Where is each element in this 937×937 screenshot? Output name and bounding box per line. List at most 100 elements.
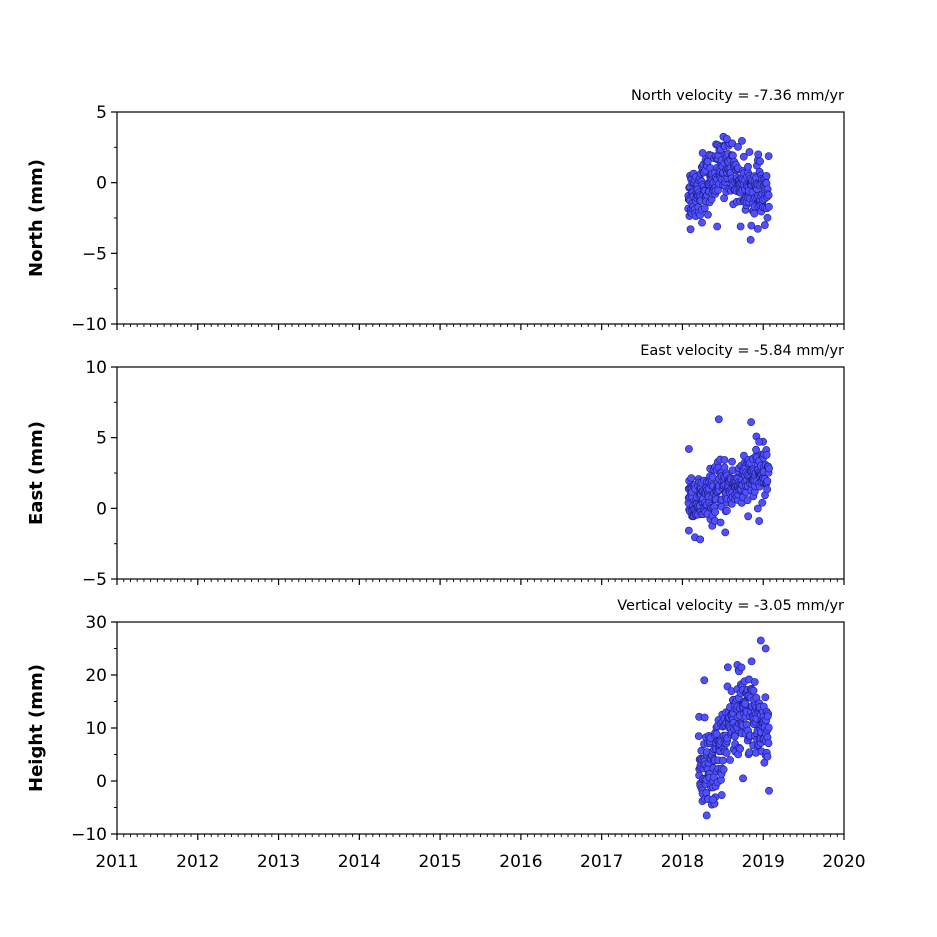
- height-point: [756, 636, 765, 645]
- height-point: [726, 756, 734, 764]
- east-point: [696, 535, 705, 544]
- east-point: [755, 517, 764, 525]
- north-point: [760, 221, 769, 229]
- height-point: [749, 686, 758, 695]
- height-point: [719, 765, 728, 774]
- height-point: [745, 748, 754, 757]
- height-point: [737, 663, 746, 672]
- xtick-label: 2011: [95, 852, 138, 872]
- east-velocity-label: East velocity = -5.84 mm/yr: [640, 343, 844, 359]
- east-point: [762, 450, 771, 459]
- height-point: [763, 712, 772, 721]
- north-point: [738, 136, 746, 145]
- xtick-label: 2019: [742, 852, 785, 872]
- height-point: [763, 752, 772, 761]
- north-point: [745, 148, 754, 156]
- north-ytick-label: 5: [96, 103, 107, 123]
- east-point: [744, 512, 753, 521]
- east-point: [758, 498, 767, 507]
- height-point: [700, 713, 709, 722]
- east-ytick-label: 0: [96, 499, 107, 519]
- height-panel: Vertical velocity = -3.05 mm/yr Height (…: [26, 598, 866, 872]
- north-point: [700, 204, 709, 212]
- north-panel: North velocity = -7.36 mm/yr North (mm) …: [26, 88, 845, 335]
- height-point: [700, 676, 709, 685]
- xtick-label: 2014: [338, 852, 381, 872]
- north-point: [746, 235, 755, 244]
- height-point: [722, 749, 731, 757]
- height-points: [694, 636, 773, 820]
- north-point: [736, 222, 745, 231]
- north-point: [762, 171, 771, 180]
- height-ytick-label: 10: [85, 719, 107, 739]
- east-ticks: 10 5 0 −5: [82, 358, 845, 590]
- height-ytick-label: 0: [96, 772, 107, 792]
- east-points: [684, 415, 773, 544]
- height-ylabel: Height (mm): [26, 664, 47, 792]
- east-point: [684, 526, 693, 535]
- north-ytick-label: −10: [71, 315, 107, 335]
- height-point: [731, 732, 739, 741]
- height-ticks: 30 20 10 0 −10 2011 2012 2013 2014 2015 2016 2017 20…: [71, 613, 866, 872]
- east-point: [720, 456, 729, 464]
- north-ytick-label: −5: [82, 244, 107, 264]
- north-point: [744, 162, 752, 171]
- east-ytick-label: 5: [96, 429, 107, 449]
- north-point: [756, 157, 764, 166]
- east-point: [685, 445, 693, 453]
- north-point: [754, 150, 763, 159]
- height-point: [761, 693, 770, 702]
- height-point: [747, 657, 756, 666]
- east-point: [752, 445, 760, 454]
- height-point: [717, 791, 726, 799]
- height-point: [764, 739, 773, 748]
- north-point: [763, 213, 772, 222]
- east-point: [711, 508, 720, 516]
- north-point: [698, 218, 706, 227]
- east-point: [728, 457, 736, 466]
- north-point: [765, 202, 773, 211]
- north-point: [728, 139, 737, 148]
- east-point: [723, 506, 731, 515]
- east-point: [763, 477, 772, 485]
- height-point: [719, 756, 727, 765]
- east-point: [714, 415, 723, 424]
- east-point: [755, 438, 764, 446]
- north-point: [729, 151, 737, 160]
- height-point: [761, 644, 770, 653]
- north-point: [713, 222, 722, 231]
- xtick-label: 2017: [580, 852, 623, 872]
- north-point: [747, 221, 756, 230]
- height-ytick-label: 20: [85, 666, 107, 686]
- height-point: [760, 758, 769, 767]
- east-point: [763, 485, 772, 494]
- north-point: [734, 142, 742, 151]
- east-point: [743, 496, 752, 505]
- height-ytick-label: −10: [71, 825, 107, 845]
- height-point: [736, 744, 745, 753]
- height-ytick-label: 30: [85, 613, 107, 633]
- north-point: [720, 194, 728, 203]
- east-point: [765, 464, 773, 473]
- xtick-label: 2013: [257, 852, 300, 872]
- east-point: [747, 418, 756, 427]
- east-plot-frame: [116, 366, 845, 580]
- north-velocity-label: North velocity = -7.36 mm/yr: [631, 88, 844, 104]
- height-point: [702, 811, 711, 820]
- north-point: [753, 224, 762, 233]
- height-point: [739, 774, 747, 783]
- east-ytick-label: 10: [85, 358, 107, 378]
- east-ytick-label: −5: [82, 570, 107, 590]
- east-panel: East velocity = -5.84 mm/yr East (mm) 10…: [26, 343, 845, 590]
- north-point: [739, 152, 748, 161]
- east-point: [721, 528, 730, 537]
- east-ylabel: East (mm): [26, 421, 47, 525]
- north-point: [698, 149, 707, 157]
- height-point: [764, 723, 773, 732]
- north-point: [686, 225, 695, 234]
- height-point: [709, 795, 718, 804]
- xtick-label: 2012: [176, 852, 219, 872]
- east-point: [753, 504, 762, 513]
- height-plot-frame: [116, 621, 845, 835]
- xtick-label: 2016: [499, 852, 542, 872]
